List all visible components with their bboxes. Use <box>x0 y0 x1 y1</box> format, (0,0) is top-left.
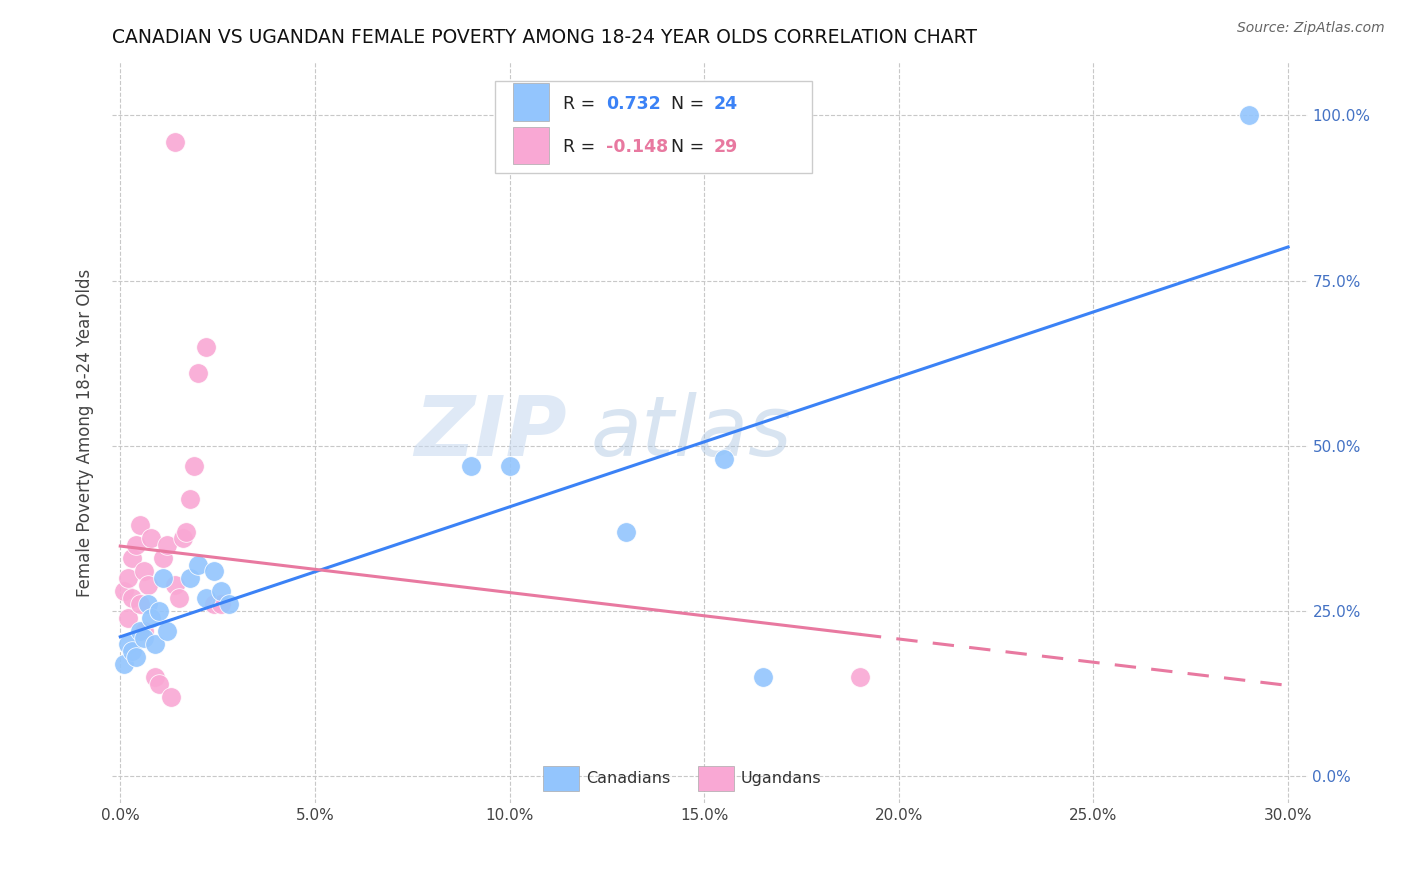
FancyBboxPatch shape <box>513 83 548 120</box>
FancyBboxPatch shape <box>543 765 579 791</box>
Point <box>460 458 482 473</box>
Point <box>132 565 155 579</box>
Point <box>121 551 143 566</box>
Point <box>1237 108 1260 122</box>
Text: Canadians: Canadians <box>586 771 671 786</box>
Point <box>125 538 148 552</box>
Y-axis label: Female Poverty Among 18-24 Year Olds: Female Poverty Among 18-24 Year Olds <box>76 268 94 597</box>
Text: Ugandans: Ugandans <box>741 771 821 786</box>
Text: 0.732: 0.732 <box>606 95 661 113</box>
Text: ZIP: ZIP <box>413 392 567 473</box>
Point <box>128 598 150 612</box>
Text: N =: N = <box>671 138 710 156</box>
Point <box>136 577 159 591</box>
Text: atlas: atlas <box>591 392 792 473</box>
Point <box>148 677 170 691</box>
Point <box>136 598 159 612</box>
Point <box>117 637 139 651</box>
Point <box>163 577 186 591</box>
Text: N =: N = <box>671 95 710 113</box>
Point <box>163 135 186 149</box>
Point <box>187 366 209 380</box>
FancyBboxPatch shape <box>699 765 734 791</box>
Point <box>148 604 170 618</box>
FancyBboxPatch shape <box>513 127 548 164</box>
Point <box>172 532 194 546</box>
Point <box>141 532 163 546</box>
Text: 29: 29 <box>714 138 738 156</box>
Point <box>152 571 174 585</box>
Point <box>132 624 155 638</box>
Point <box>125 650 148 665</box>
Point <box>112 657 135 671</box>
Point <box>202 565 225 579</box>
Point <box>849 670 872 684</box>
Point <box>183 458 205 473</box>
Point <box>179 491 201 506</box>
Point <box>194 340 217 354</box>
Point <box>194 591 217 605</box>
Point <box>121 644 143 658</box>
Point <box>156 624 179 638</box>
Point <box>152 551 174 566</box>
Point <box>117 611 139 625</box>
Point <box>141 611 163 625</box>
Text: R =: R = <box>562 138 600 156</box>
Point <box>751 670 773 684</box>
Point <box>218 598 240 612</box>
Point <box>614 524 637 539</box>
Point <box>160 690 183 704</box>
Point <box>132 631 155 645</box>
Point <box>167 591 190 605</box>
Text: R =: R = <box>562 95 600 113</box>
Point <box>117 571 139 585</box>
Point <box>128 518 150 533</box>
Point <box>128 624 150 638</box>
Point <box>121 591 143 605</box>
Text: CANADIAN VS UGANDAN FEMALE POVERTY AMONG 18-24 YEAR OLDS CORRELATION CHART: CANADIAN VS UGANDAN FEMALE POVERTY AMONG… <box>112 28 977 47</box>
Point <box>156 538 179 552</box>
Point <box>143 670 166 684</box>
Point <box>498 458 520 473</box>
Point <box>211 598 233 612</box>
FancyBboxPatch shape <box>495 81 811 173</box>
Point <box>143 637 166 651</box>
Text: 24: 24 <box>714 95 738 113</box>
Point <box>713 452 735 467</box>
Text: -0.148: -0.148 <box>606 138 668 156</box>
Point <box>202 598 225 612</box>
Point <box>176 524 198 539</box>
Text: Source: ZipAtlas.com: Source: ZipAtlas.com <box>1237 21 1385 36</box>
Point <box>179 571 201 585</box>
Point <box>187 558 209 572</box>
Point <box>211 584 233 599</box>
Point <box>112 584 135 599</box>
